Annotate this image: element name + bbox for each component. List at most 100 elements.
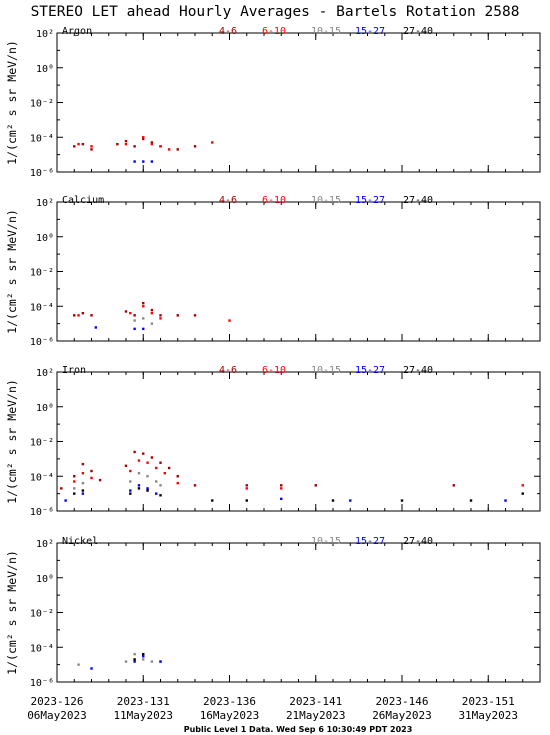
data-point [400,499,404,502]
series-10-15 [133,317,154,325]
data-point [159,484,162,487]
data-point [193,314,197,317]
panel-calcium: 10² 10⁰ 10⁻² 10⁻⁴ 10⁻⁶ Calcium 4-6 6-10 10-15 15-… [5,195,541,348]
data-point [146,487,149,490]
y-tick-label: 10⁻⁶ [30,337,54,348]
panel-iron: 10² 10⁰ 10⁻² 10⁻⁴ 10⁻⁶ Iron 4-6 6-10 10-15 15-27 2… [5,365,541,518]
data-point [64,499,67,502]
data-point [81,471,85,475]
x-tick-label-doy: 2023-146 [376,695,429,708]
data-point [137,459,141,462]
series-10-15 [77,652,162,666]
series-15-27 [90,655,162,670]
y-tick-label: 10⁻⁶ [30,168,54,179]
series-6-10 [77,136,214,151]
x-tick-label-date: 21May2023 [286,709,346,722]
y-tick-label: 10⁻² [30,99,54,110]
element-label: Argon [62,26,92,37]
data-point [331,499,335,502]
data-point [90,148,93,151]
x-tick-label-doy: 2023-141 [289,695,342,708]
data-point [146,461,149,464]
y-axis-label: 1/(cm² s sr MeV/n) [5,209,19,334]
data-point [211,499,214,502]
x-tick-label-date: 16May2023 [200,709,260,722]
data-point [81,492,85,495]
data-point [150,141,154,144]
data-point [193,145,197,148]
legend-entry: 15-27 [355,536,385,547]
y-tick-label: 10⁻⁶ [30,678,54,689]
data-point [167,148,171,151]
data-point [81,311,85,315]
series-4-6 [73,301,197,317]
y-tick-label: 10⁰ [36,64,54,75]
data-point [193,484,197,487]
data-point [176,314,179,317]
data-point [124,142,128,146]
legend-entry: 15-27 [355,365,385,376]
legend-entry: 15-27 [355,26,385,37]
x-tick-label-date: 26May2023 [372,709,432,722]
data-point [142,301,145,305]
data-point [142,305,145,308]
panel-argon: 10² 10⁰ 10⁻² 10⁻⁴ 10⁻⁶ Argon 4-6 6-10 10-15 15-27… [5,26,541,179]
legend-entry: 10-15 [311,365,341,376]
x-tick-label-doy: 2023-131 [117,695,170,708]
y-axis-label: 1/(cm² s sr MeV/n) [5,550,19,675]
data-point [77,314,80,317]
data-point [154,480,158,483]
legend-entry: 4-6 [219,365,237,376]
data-point [94,326,98,329]
y-tick-label: 10⁻⁴ [30,133,54,144]
data-point [137,484,141,487]
data-point [133,314,136,317]
y-tick-label: 10⁰ [36,574,54,585]
data-point [159,494,162,497]
data-point [81,462,85,466]
data-point [228,319,231,322]
y-tick-label: 10⁰ [36,403,54,414]
data-point [129,480,132,483]
y-axis-label: 1/(cm² s sr MeV/n) [5,379,19,504]
legend-entry: 27-40 [403,536,433,547]
data-point [504,499,507,502]
y-axis-label: 1/(cm² s sr MeV/n) [5,40,19,165]
data-point [159,314,162,317]
data-point [133,660,136,663]
data-point [90,469,93,473]
data-point [245,487,248,490]
data-point [142,137,145,141]
data-point [116,142,119,146]
x-tick-label-doy: 2023-151 [462,695,515,708]
x-tick-label-doy: 2023-126 [31,695,84,708]
data-point [73,475,76,478]
series-15-27 [133,160,154,163]
data-point [90,476,93,480]
data-point [81,481,85,485]
data-point [73,480,76,483]
data-point [137,471,141,475]
legend-entry: 4-6 [219,26,237,37]
plot-frame [56,32,541,173]
legend-entry: 27-40 [403,195,433,206]
legend-entry: 27-40 [403,26,433,37]
data-point [163,471,167,475]
y-tick-label: 10⁻² [30,609,54,620]
legend-entry: 10-15 [311,195,341,206]
data-point [150,142,154,146]
panel-nickel: 10² 10⁰ 10⁻² 10⁻⁴ 10⁻⁶ Nickel 10-15 15-27 27-40 1… [5,536,541,689]
legend-entry: 10-15 [311,26,341,37]
data-point [133,658,136,661]
data-point [142,655,145,658]
data-point [154,466,158,470]
x-tick-label-date: 06May2023 [27,709,87,722]
series-27-40 [133,652,145,661]
data-point [280,497,283,501]
y-tick-label: 10⁻² [30,268,54,279]
series-15-27 [64,484,507,502]
data-point [81,142,85,146]
data-point [81,489,85,492]
